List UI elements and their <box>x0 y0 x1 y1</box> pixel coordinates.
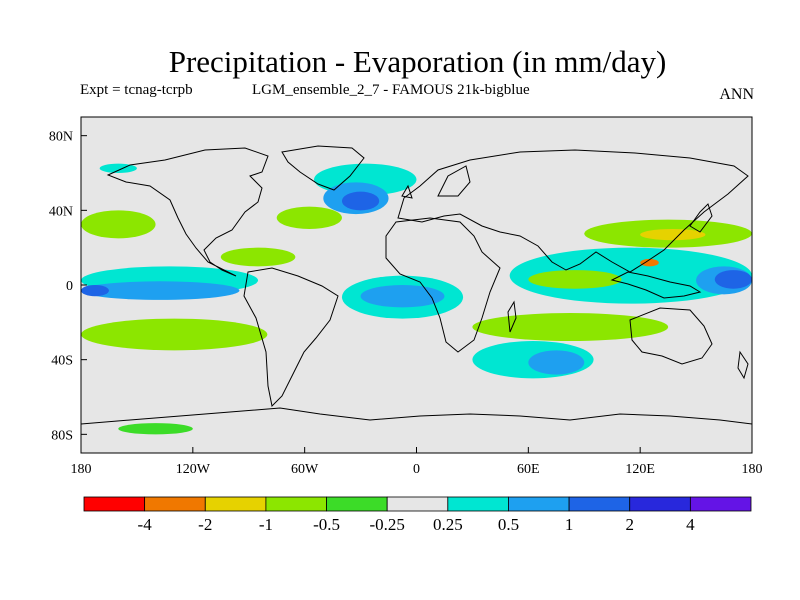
colorbar-label: -1 <box>259 515 273 534</box>
contour-region--0.25 <box>118 423 193 435</box>
colorbar-swatch <box>629 496 691 512</box>
season-label: ANN <box>719 86 754 103</box>
contour-region--0.5 <box>220 247 296 267</box>
x-tick-label: 0 <box>413 462 420 477</box>
colorbar-label: -0.5 <box>313 515 340 534</box>
coast-africa <box>385 217 501 353</box>
colorbar-label: 0.5 <box>498 515 519 534</box>
colorbar-swatch <box>689 496 752 512</box>
contour-region-1 <box>81 281 240 300</box>
colorbar-label: -2 <box>198 515 212 534</box>
coast-greenland <box>281 145 365 191</box>
x-tick-label: 60W <box>291 462 319 477</box>
x-tick-label: 120W <box>176 462 211 477</box>
coast-antarctica <box>81 407 752 425</box>
colorbar-swatch <box>204 496 267 512</box>
coast-australia <box>629 307 713 365</box>
coastlines <box>81 145 752 425</box>
coast-japan <box>689 203 713 233</box>
coast-uk <box>401 184 413 199</box>
contour-region--0.5 <box>528 270 622 289</box>
coast-indonesia <box>610 271 702 299</box>
colorbar-label: 2 <box>625 515 634 534</box>
contour-region--1 <box>640 229 706 241</box>
contour-fields <box>81 163 752 435</box>
colorbar-swatch <box>83 496 146 512</box>
coast-south-america <box>243 267 339 408</box>
colorbar-label: 1 <box>565 515 574 534</box>
contour-region-1 <box>360 285 445 308</box>
contour-region-1 <box>528 350 585 375</box>
y-tick-label: 40N <box>49 204 73 219</box>
contour-region-2 <box>81 285 109 297</box>
contour-region-2 <box>341 191 380 211</box>
contour-region--2 <box>640 258 659 267</box>
coast-north-america <box>106 147 269 277</box>
y-tick-label: 40S <box>51 354 73 369</box>
colorbar-swatch <box>144 496 206 512</box>
colorbar-swatch <box>568 496 631 512</box>
x-tick-label: 180 <box>71 462 92 477</box>
coast-new-zealand <box>737 350 749 380</box>
coast-madagascar <box>507 300 517 333</box>
contour-region--0.5 <box>276 206 342 229</box>
chart-title: Precipitation - Evaporation (in mm/day) <box>168 44 667 79</box>
contour-region--0.5 <box>81 318 268 351</box>
colorbar-label: -4 <box>138 515 153 534</box>
colorbar-swatch <box>386 496 449 512</box>
y-tick-label: 80S <box>51 428 73 443</box>
colorbar-swatch <box>326 496 388 512</box>
contour-region-2 <box>714 270 752 289</box>
colorbar-label: 4 <box>686 515 695 534</box>
x-tick-label: 180 <box>742 462 763 477</box>
colorbar-swatch <box>447 496 509 512</box>
run-label: LGM_ensemble_2_7 - FAMOUS 21k-bigblue <box>252 82 530 98</box>
x-tick-label: 60E <box>517 462 540 477</box>
colorbar-swatch <box>508 496 570 512</box>
contour-region--0.5 <box>472 313 669 341</box>
contour-region--0.5 <box>81 210 156 239</box>
colorbar-label: 0.25 <box>433 515 463 534</box>
coast-eurasia <box>397 149 749 273</box>
contour-region-0.5 <box>509 247 752 304</box>
x-tick-label: 120E <box>625 462 655 477</box>
experiment-label: Expt = tcnag-tcrpb <box>80 82 193 98</box>
colorbar: -4 -2 -1 -0.5 -0.25 0.25 0.5 1 2 4 <box>83 496 752 534</box>
y-tick-label: 0 <box>66 279 73 294</box>
colorbar-swatch <box>265 496 327 512</box>
axis-ticks: 180 120W 60W 0 60E 120E 180 80N 40N 0 40S 80S <box>49 130 763 477</box>
colorbar-label: -0.25 <box>369 515 404 534</box>
y-tick-label: 80N <box>49 130 73 145</box>
coast-scandinavia <box>437 165 471 197</box>
